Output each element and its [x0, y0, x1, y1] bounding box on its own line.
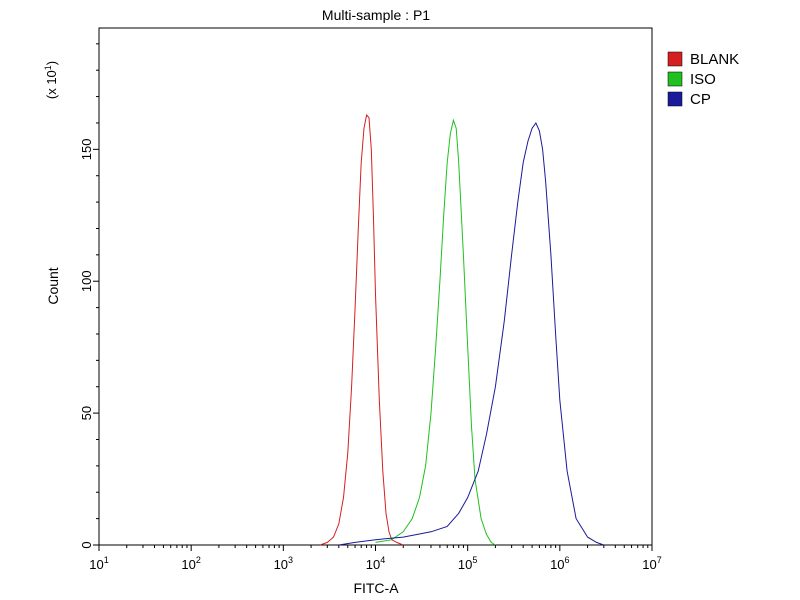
x-tick-label: 101	[89, 555, 108, 572]
x-tick-label: 107	[642, 555, 661, 572]
y-tick-label: 50	[79, 406, 94, 420]
y-multiplier-label: (x 101)	[43, 61, 59, 99]
legend-swatch	[667, 71, 683, 87]
y-axis: 0 50 100 150	[79, 43, 99, 549]
y-tick-label: 0	[79, 541, 94, 548]
legend-swatch	[667, 91, 683, 107]
chart-title: Multi-sample : P1	[322, 7, 430, 23]
y-tick-label: 150	[79, 138, 94, 160]
legend-label: CP	[690, 91, 711, 108]
x-tick-label: 102	[181, 555, 200, 572]
legend: BLANK ISO CP	[667, 51, 739, 108]
y-axis-label: Count	[45, 267, 61, 304]
x-axis-label: FITC-A	[353, 580, 399, 596]
series-line-iso	[375, 118, 496, 546]
series-layer	[319, 113, 604, 546]
x-axis: 101 102 103 104 105 106 107	[89, 545, 662, 572]
x-tick-label: 106	[550, 555, 569, 572]
y-tick-label: 100	[79, 270, 94, 292]
legend-label: ISO	[690, 71, 716, 88]
series-line-cp	[338, 122, 604, 546]
series-line-blank	[319, 113, 404, 546]
legend-swatch	[667, 51, 683, 67]
x-tick-label: 104	[366, 555, 385, 572]
legend-label: BLANK	[690, 51, 739, 68]
x-tick-label: 105	[458, 555, 477, 572]
x-tick-label: 103	[274, 555, 293, 572]
